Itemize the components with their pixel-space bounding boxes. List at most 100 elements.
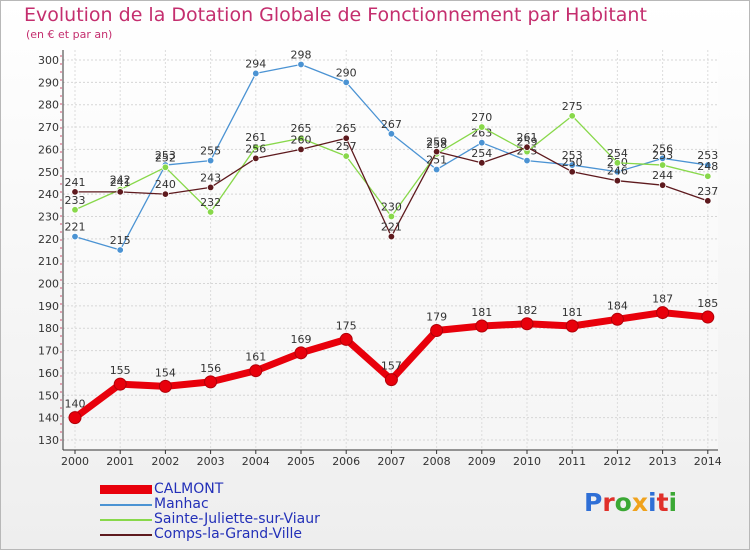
y-tick-label: 150	[38, 389, 59, 402]
legend-label-manhac: Manhac	[154, 496, 209, 512]
data-label: 250	[562, 156, 583, 169]
y-tick-label: 280	[38, 99, 59, 112]
logo-letter: i	[648, 488, 657, 517]
x-tick-label: 2001	[106, 455, 134, 468]
legend-swatch-calmont	[100, 485, 152, 494]
y-tick-label: 290	[38, 76, 59, 89]
data-point	[478, 159, 486, 167]
y-tick-label: 180	[38, 322, 59, 335]
data-label: 259	[517, 136, 538, 149]
data-label: 241	[65, 176, 86, 189]
data-point	[387, 212, 396, 221]
legend-swatch-comps	[100, 534, 152, 536]
y-tick-label: 140	[38, 412, 59, 425]
data-label: 230	[381, 200, 402, 213]
data-label: 157	[381, 360, 402, 373]
x-tick-label: 2002	[151, 455, 179, 468]
data-point	[704, 197, 712, 205]
x-tick-label: 2011	[558, 455, 586, 468]
data-point	[475, 319, 489, 333]
data-point	[161, 190, 170, 198]
data-point	[613, 177, 622, 185]
data-point	[297, 60, 305, 69]
x-tick-label: 2006	[332, 455, 360, 468]
logo-letter: o	[614, 488, 632, 517]
data-label: 221	[381, 221, 402, 234]
logo-letter: t	[656, 488, 669, 517]
data-point	[704, 172, 712, 180]
x-tick-label: 2010	[513, 455, 541, 468]
data-point	[71, 206, 79, 214]
y-tick-label: 260	[38, 143, 59, 156]
data-label: 265	[291, 122, 312, 135]
data-label: 261	[517, 131, 538, 144]
data-label: 140	[65, 398, 86, 411]
data-label: 241	[110, 176, 131, 189]
y-tick-label: 270	[38, 121, 59, 134]
y-tick-label: 240	[38, 188, 59, 201]
data-label: 232	[200, 196, 221, 209]
data-point	[252, 154, 260, 163]
data-label: 253	[652, 149, 673, 162]
data-point	[520, 317, 534, 331]
data-point	[297, 134, 305, 142]
data-label: 251	[426, 154, 447, 167]
data-point	[387, 232, 396, 241]
data-label: 169	[291, 333, 312, 346]
data-label: 184	[607, 299, 628, 312]
data-label: 155	[110, 364, 131, 377]
data-label: 156	[200, 362, 221, 375]
y-tick-label: 220	[38, 233, 59, 246]
data-point	[116, 246, 124, 254]
x-tick-label: 2003	[197, 455, 225, 468]
data-label: 298	[291, 48, 312, 61]
data-point	[116, 188, 124, 196]
logo-letter: P	[584, 488, 603, 517]
data-point	[206, 208, 215, 216]
chart-title: Evolution de la Dotation Globale de Fonc…	[24, 4, 647, 26]
x-tick-label: 2008	[423, 455, 451, 468]
data-label: 242	[110, 174, 131, 187]
data-point	[249, 364, 263, 378]
data-point	[342, 134, 350, 142]
x-tick-label: 2000	[61, 455, 89, 468]
legend-item-manhac: Manhac	[100, 496, 420, 513]
y-tick-label: 170	[38, 345, 59, 358]
data-point	[68, 411, 82, 425]
data-label: 182	[517, 304, 538, 317]
data-label: 253	[697, 149, 718, 162]
data-point	[613, 168, 622, 176]
data-point	[161, 163, 170, 171]
data-point	[158, 379, 172, 393]
data-point	[523, 143, 531, 151]
data-point	[565, 319, 579, 333]
x-tick-label: 2013	[649, 455, 677, 468]
data-point	[339, 332, 353, 346]
logo-letter: i	[668, 488, 678, 517]
data-point	[342, 152, 350, 160]
data-label: 253	[155, 149, 176, 162]
data-label: 261	[245, 131, 266, 144]
y-tick-label: 230	[38, 210, 59, 223]
data-point	[204, 375, 218, 389]
data-point	[523, 156, 531, 165]
y-tick-label: 210	[38, 255, 59, 268]
legend-item-comps: Comps-la-Grand-Ville	[100, 527, 420, 543]
data-label: 257	[336, 140, 357, 153]
data-point	[568, 168, 576, 176]
y-tick-label: 160	[38, 367, 59, 380]
legend-swatch-manhac	[100, 504, 152, 506]
data-label: 243	[200, 171, 221, 184]
data-label: 267	[381, 118, 402, 131]
data-point	[384, 373, 398, 387]
data-label: 256	[652, 142, 673, 155]
data-label: 244	[652, 169, 673, 182]
data-point	[71, 188, 79, 196]
data-label: 246	[607, 165, 628, 178]
data-label: 270	[471, 111, 492, 124]
x-tick-label: 2007	[377, 455, 405, 468]
data-label: 179	[426, 310, 447, 323]
data-point	[701, 310, 715, 324]
